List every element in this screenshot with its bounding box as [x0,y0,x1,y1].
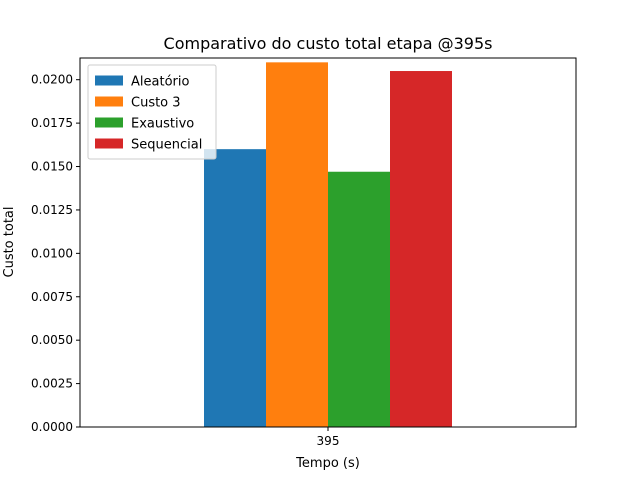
legend-label-aleat-rio: Aleatório [131,75,189,90]
bars-group [204,62,452,427]
y-tick-label: 0.0050 [31,333,73,347]
y-tick-label: 0.0150 [31,160,73,174]
plot-frame [79,57,577,428]
y-tick-label: 0.0000 [31,420,73,434]
x-axis-label: Tempo (s) [295,456,360,471]
y-tick-label: 0.0100 [31,246,73,260]
legend-swatch-exaustivo [95,117,123,128]
bar-aleat-rio [204,149,266,427]
y-axis: 0.0000 0.0025 0.0050 0.0075 0.0100 0.0125 0.01… [31,73,80,434]
legend-swatch-aleat-rio [95,75,123,86]
chart-title: Comparativo do custo total etapa @395s [164,34,493,53]
legend: Aleatório Custo 3 Exaustivo Sequencial [87,64,217,160]
y-tick-label: 0.0200 [31,73,73,87]
y-tick-label: 0.0025 [31,377,73,391]
x-axis: 395 [317,427,340,448]
y-tick-label: 0.0075 [31,290,73,304]
legend-swatch-sequencial [95,138,123,149]
bar-custo-3 [266,62,328,427]
legend-box [87,64,217,160]
bar-sequencial [390,71,452,427]
legend-label-sequencial: Sequencial [131,138,202,153]
legend-label-custo-3: Custo 3 [131,96,181,111]
legend-swatch-custo-3 [95,96,123,107]
y-tick-label: 0.0175 [31,116,73,130]
x-tick-label: 395 [317,434,340,448]
bar-exaustivo [328,171,390,427]
y-axis-label: Custo total [2,207,17,278]
y-tick-label: 0.0125 [31,203,73,217]
legend-label-exaustivo: Exaustivo [131,117,194,132]
